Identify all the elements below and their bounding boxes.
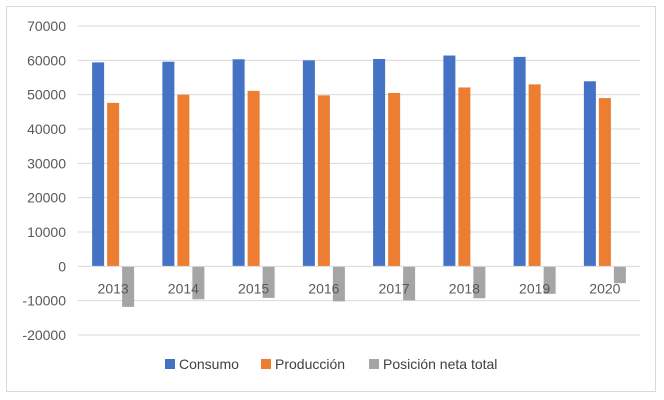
bar-consumo-2017 <box>373 58 386 267</box>
x-tick-label: 2019 <box>519 280 550 296</box>
x-tick-label: 2014 <box>168 280 199 296</box>
x-axis: 2013 2014 2015 2016 2017 2018 2019 2020 <box>78 265 640 296</box>
x-tick-label: 2016 <box>308 280 339 296</box>
x-tick-label: 2015 <box>238 280 269 296</box>
bar-producci-n-2013 <box>107 102 120 267</box>
bars <box>92 55 626 307</box>
legend-label: Producción <box>275 356 345 372</box>
y-axis: -20000 -10000 0 10000 20000 30000 40000 50000 60… <box>22 18 66 343</box>
y-tick-label: 40000 <box>27 121 66 137</box>
bar-consumo-2014 <box>162 61 175 267</box>
x-tick-label: 2020 <box>589 280 620 296</box>
bar-consumo-2018 <box>443 55 456 267</box>
legend-swatch <box>261 359 271 369</box>
bar-posici-n-neta-total-2015 <box>262 266 275 298</box>
y-tick-label: -10000 <box>22 293 66 309</box>
legend-swatch <box>369 359 379 369</box>
bar-consumo-2015 <box>232 59 245 267</box>
bar-producci-n-2017 <box>388 92 401 267</box>
bar-posici-n-neta-total-2016 <box>332 266 345 302</box>
x-tick-label: 2017 <box>379 280 410 296</box>
legend-label: Consumo <box>179 356 239 372</box>
y-tick-label: 70000 <box>27 18 66 34</box>
y-tick-label: 30000 <box>27 155 66 171</box>
legend: Consumo Producción Posición neta total <box>165 356 497 372</box>
bar-consumo-2020 <box>583 81 596 267</box>
y-tick-label: -20000 <box>22 327 66 343</box>
bar-posici-n-neta-total-2020 <box>613 266 626 284</box>
bar-producci-n-2018 <box>458 87 471 267</box>
bar-consumo-2016 <box>302 60 315 267</box>
bar-posici-n-neta-total-2017 <box>403 266 416 301</box>
x-tick-label: 2013 <box>98 280 129 296</box>
y-tick-label: 50000 <box>27 87 66 103</box>
bar-posici-n-neta-total-2014 <box>192 266 205 300</box>
bar-producci-n-2014 <box>177 94 190 267</box>
y-tick-label: 10000 <box>27 224 66 240</box>
bar-producci-n-2015 <box>247 90 260 267</box>
bar-producci-n-2016 <box>317 95 330 267</box>
bar-producci-n-2020 <box>598 98 611 267</box>
bar-posici-n-neta-total-2019 <box>543 266 556 294</box>
legend-swatch <box>165 359 175 369</box>
bar-posici-n-neta-total-2013 <box>122 266 135 307</box>
y-tick-label: 0 <box>58 258 66 274</box>
bar-consumo-2019 <box>513 56 526 267</box>
y-tick-label: 20000 <box>27 190 66 206</box>
gridlines <box>78 25 640 336</box>
legend-label: Posición neta total <box>383 356 497 372</box>
bar-producci-n-2019 <box>528 84 541 267</box>
y-tick-label: 60000 <box>27 52 66 68</box>
x-tick-label: 2018 <box>449 280 480 296</box>
bar-posici-n-neta-total-2018 <box>473 266 486 299</box>
bar-consumo-2013 <box>92 62 105 267</box>
